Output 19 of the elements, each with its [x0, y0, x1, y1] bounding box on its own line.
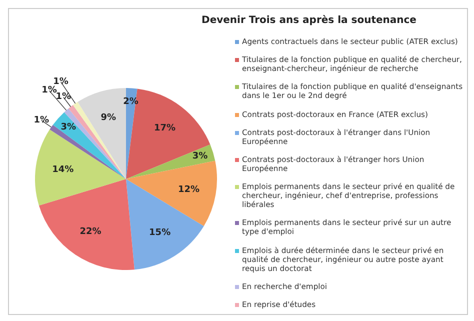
data-label: 1% [42, 86, 57, 96]
data-label: 9% [100, 112, 116, 123]
data-label: 14% [52, 165, 74, 176]
pie-slice [126, 160, 217, 226]
pie-slice [50, 124, 126, 179]
pie-slice [126, 144, 216, 179]
pie-slice [38, 179, 134, 270]
data-label: 17% [154, 123, 176, 134]
data-label: 3% [192, 151, 208, 162]
pie-slice [52, 112, 126, 179]
data-label: 22% [80, 226, 102, 237]
data-label: 1% [34, 115, 50, 126]
data-label: 3% [60, 122, 76, 132]
pie-slice [35, 129, 126, 206]
data-label: 1% [53, 76, 68, 87]
pie-slice [126, 179, 204, 270]
chart-title: Devenir Trois ans après la soutenance [200, 15, 418, 26]
data-label: 15% [149, 228, 171, 238]
data-label: 12% [178, 184, 200, 195]
